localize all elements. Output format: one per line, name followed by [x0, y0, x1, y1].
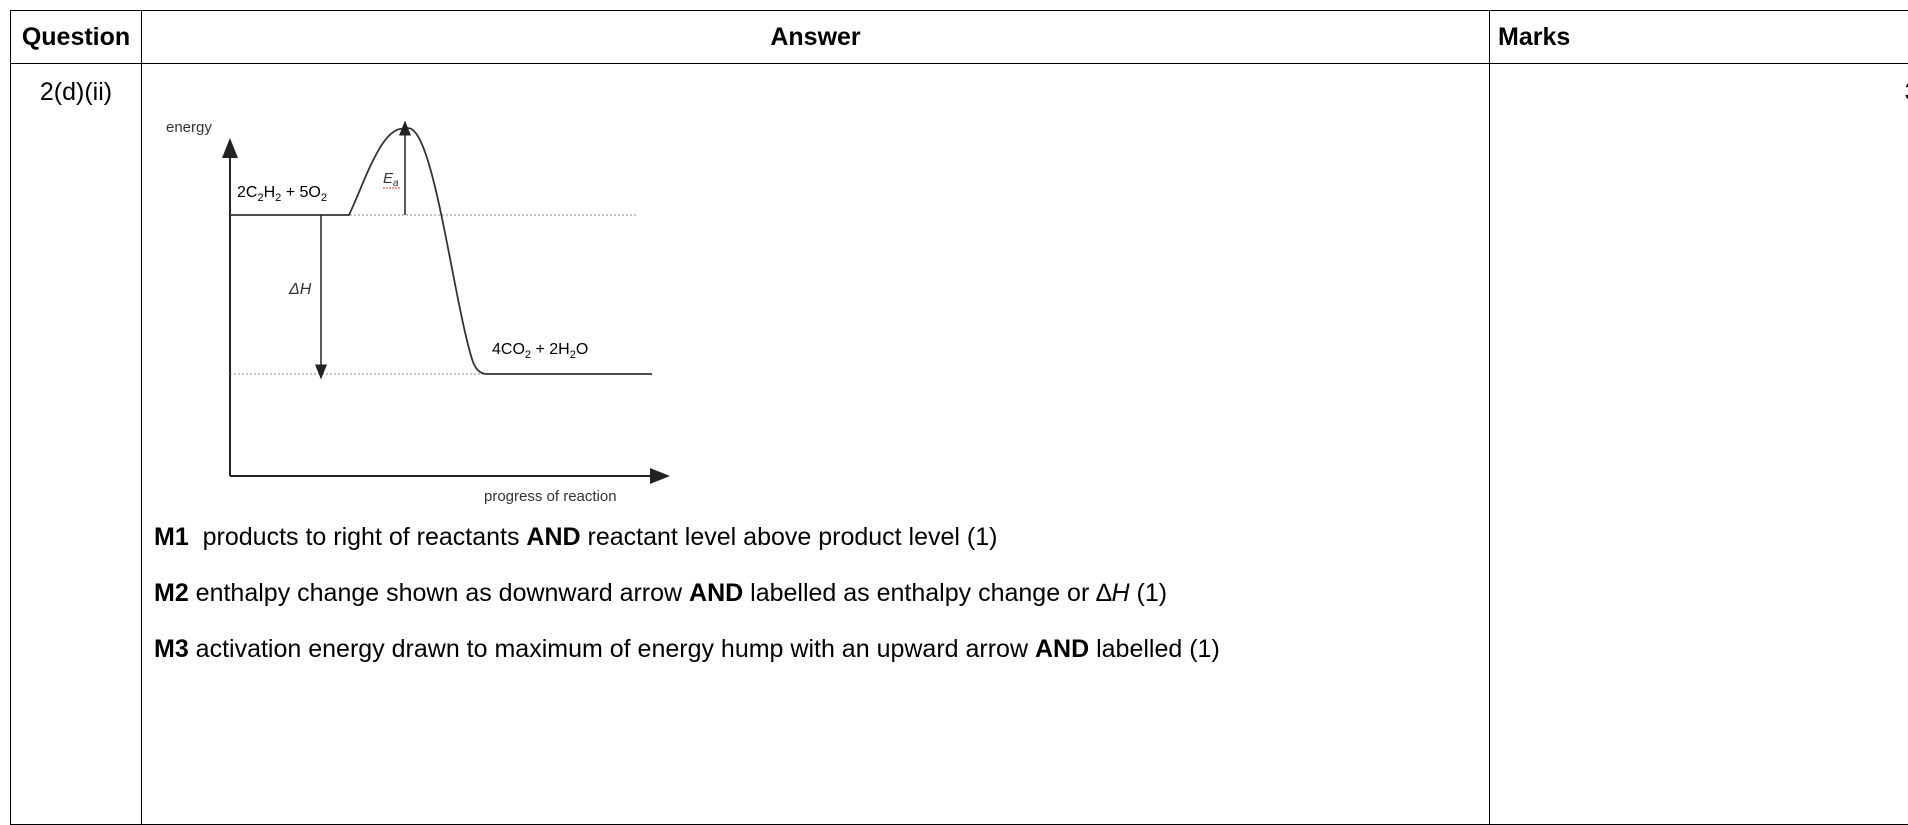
y-axis-label: energy [166, 119, 212, 136]
marking-point-m2: M2 enthalpy change shown as downward arr… [154, 579, 1167, 608]
energy-curve [230, 128, 652, 374]
question-number: 2(d)(ii) [11, 64, 142, 825]
answer-row: 2(d)(ii) energy progress of reaction [11, 64, 1908, 825]
enthalpy-label: ΔH [288, 281, 312, 298]
products-label: 4CO2 + 2H2O [492, 341, 588, 361]
answer-cell: energy progress of reaction 2C2H2 + 5O2 [142, 64, 1490, 825]
x-axis-label: progress of reaction [484, 488, 617, 505]
header-row: Question Answer Marks [11, 11, 1908, 64]
energy-profile-diagram: energy progress of reaction 2C2H2 + 5O2 [142, 64, 702, 514]
mark-scheme-table: Question Answer Marks 2(d)(ii) energy [10, 10, 1908, 825]
reactants-label: 2C2H2 + 5O2 [237, 184, 327, 204]
header-question: Question [11, 11, 142, 64]
header-answer: Answer [142, 11, 1490, 64]
marking-point-m1: M1 products to right of reactants AND re… [154, 523, 997, 552]
marking-point-m3: M3 activation energy drawn to maximum of… [154, 635, 1220, 664]
activation-energy-label: Ea [383, 170, 399, 189]
header-marks: Marks [1490, 11, 1908, 64]
marks-value: 3 [1490, 64, 1908, 825]
